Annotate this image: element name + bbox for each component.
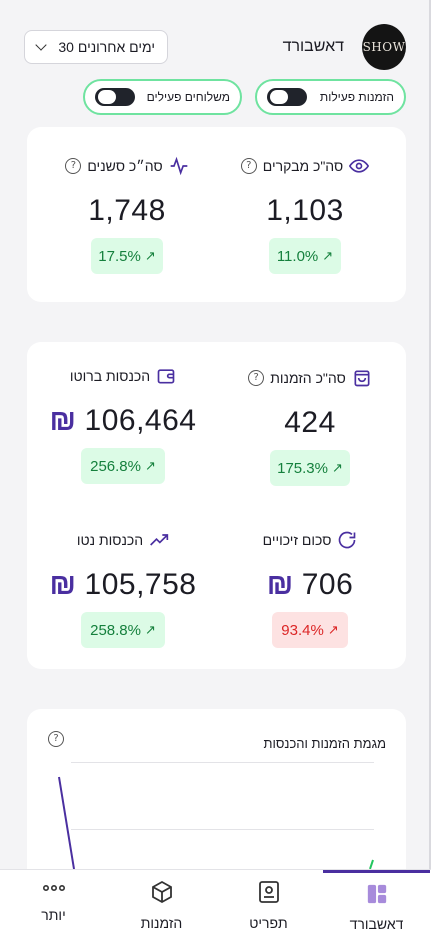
- eye-icon: [349, 156, 370, 176]
- revenue-series-line: [369, 859, 374, 869]
- chart-gridline: [71, 762, 374, 763]
- revenue-card: ? סה"כ הזמנות 424 175.3% ↗ הכנסות ברוטו …: [27, 342, 406, 669]
- wallet-icon: [156, 366, 176, 386]
- nav-menu[interactable]: תפריט: [215, 870, 322, 932]
- arrow-up-right-icon: ↗: [144, 248, 156, 264]
- brand-logo[interactable]: SHOW: [362, 24, 406, 70]
- gross-revenue-change-badge: 256.8% ↗: [81, 448, 165, 484]
- nav-menu-label: תפריט: [249, 915, 288, 931]
- frame-edge: [429, 0, 431, 932]
- active-deliveries-label: משלוחים פעילים: [146, 90, 230, 104]
- orders-series-line: [58, 776, 75, 869]
- gross-revenue-title: הכנסות ברוטו: [69, 368, 151, 384]
- nav-orders-label: הזמנות: [140, 915, 183, 931]
- more-dots-icon: [42, 880, 66, 901]
- arrow-up-right-icon: ↗: [322, 248, 334, 264]
- net-revenue-metric: הכנסות נטו ₪ 105,758 258.8% ↗: [33, 530, 213, 648]
- switch-knob: [270, 90, 288, 104]
- activity-icon: [169, 156, 189, 176]
- date-range-label: 30 ימים אחרונים: [58, 39, 155, 55]
- bottom-nav: דאשבורד תפריט הזמנות יותר: [0, 869, 431, 932]
- sessions-value: 1,748: [88, 194, 166, 227]
- refunds-amount: 706: [301, 568, 354, 601]
- orders-value: 424: [284, 406, 336, 439]
- shopping-bag-icon: [352, 368, 372, 388]
- chevron-down-icon: [35, 39, 47, 51]
- sessions-metric: ? סה״כ סשנים 1,748 17.5% ↗: [37, 156, 217, 274]
- orders-change: 175.3%: [277, 459, 328, 477]
- header: SHOW דאשבורד 30 ימים אחרונים: [0, 0, 429, 80]
- trending-up-icon: [149, 530, 169, 550]
- arrow-up-right-icon: ↗: [144, 458, 156, 474]
- net-revenue-change-badge: 258.8% ↗: [81, 612, 165, 648]
- active-orders-toggle[interactable]: הזמנות פעילות: [255, 79, 406, 115]
- active-orders-label: הזמנות פעילות: [319, 90, 394, 104]
- sessions-change: 17.5%: [98, 247, 141, 265]
- active-deliveries-toggle[interactable]: משלוחים פעילים: [83, 79, 242, 115]
- traffic-card: ? סה"כ מבקרים 1,103 11.0% ↗ ? סה״כ סשנים…: [27, 127, 406, 302]
- gross-revenue-metric: הכנסות ברוטו ₪ 106,464 256.8% ↗: [33, 366, 213, 484]
- arrow-up-right-icon: ↗: [327, 622, 339, 638]
- refunds-value: ₪ 706: [220, 568, 400, 602]
- logo-text: SHOW: [362, 40, 406, 54]
- nav-dashboard-label: דאשבורד: [349, 916, 404, 932]
- dashboard-icon: [366, 883, 388, 910]
- net-revenue-value: ₪ 105,758: [33, 568, 213, 602]
- chart-plot: [58, 776, 374, 869]
- nav-more-label: יותר: [41, 907, 66, 923]
- help-icon[interactable]: ?: [65, 158, 82, 174]
- help-icon[interactable]: ?: [240, 158, 257, 174]
- refunds-title: סכום זיכויים: [262, 532, 332, 548]
- refunds-change: 93.4%: [281, 621, 324, 639]
- help-icon[interactable]: ?: [248, 370, 265, 386]
- net-revenue-amount: 105,758: [84, 568, 197, 601]
- net-revenue-title: הכנסות נטו: [76, 532, 144, 548]
- shekel-icon: ₪: [266, 568, 294, 601]
- active-deliveries-switch[interactable]: [95, 88, 135, 106]
- shekel-icon: ₪: [49, 568, 77, 601]
- visitors-metric: ? סה"כ מבקרים 1,103 11.0% ↗: [215, 156, 395, 274]
- sessions-title: סה״כ סשנים: [87, 158, 163, 174]
- gross-revenue-amount: 106,464: [84, 404, 197, 437]
- shekel-icon: ₪: [49, 404, 77, 437]
- sessions-change-badge: 17.5% ↗: [91, 238, 163, 274]
- visitors-change-badge: 11.0% ↗: [269, 238, 341, 274]
- switch-knob: [98, 90, 116, 104]
- refunds-change-badge: 93.4% ↗: [272, 612, 348, 648]
- nav-orders[interactable]: הזמנות: [108, 870, 215, 932]
- gross-revenue-change: 256.8%: [90, 457, 141, 475]
- visitors-value: 1,103: [266, 194, 344, 227]
- active-orders-switch[interactable]: [267, 88, 307, 106]
- help-icon[interactable]: ?: [48, 731, 64, 747]
- orders-change-badge: 175.3% ↗: [270, 450, 350, 486]
- visitors-change: 11.0%: [276, 247, 319, 265]
- arrow-up-right-icon: ↗: [144, 622, 156, 638]
- box-icon: [150, 880, 174, 909]
- page-title: דאשבורד: [282, 38, 344, 55]
- nav-dashboard[interactable]: דאשבורד: [323, 870, 430, 932]
- refresh-icon: [337, 530, 357, 550]
- refunds-metric: סכום זיכויים ₪ 706 93.4% ↗: [220, 530, 400, 648]
- chart-gridline: [71, 829, 374, 830]
- date-range-select[interactable]: 30 ימים אחרונים: [24, 30, 168, 64]
- orders-title: סה"כ הזמנות: [270, 370, 346, 386]
- nav-more[interactable]: יותר: [0, 870, 107, 932]
- visitors-title: סה"כ מבקרים: [262, 158, 344, 174]
- gross-revenue-value: ₪ 106,464: [33, 404, 213, 438]
- chart-title: מגמת הזמנות והכנסות: [263, 736, 386, 751]
- menu-card-icon: [257, 880, 281, 909]
- net-revenue-change: 258.8%: [90, 621, 141, 639]
- arrow-up-right-icon: ↗: [331, 460, 343, 476]
- orders-metric: ? סה"כ הזמנות 424 175.3% ↗: [220, 368, 400, 486]
